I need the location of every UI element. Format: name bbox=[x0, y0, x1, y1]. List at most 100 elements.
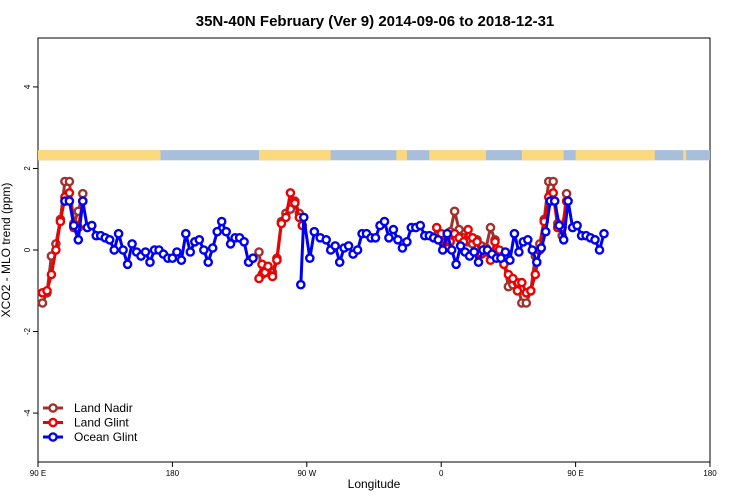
data-point bbox=[512, 285, 523, 296]
axes: 90 E 180 90 W 0 90 E 180 -4 -2 0 2 4 bbox=[23, 84, 717, 478]
data-point bbox=[64, 188, 75, 198]
x-tick-label: 180 bbox=[703, 469, 717, 478]
x-tick-label: 90 W bbox=[297, 469, 316, 478]
data-point bbox=[212, 226, 222, 237]
data-point bbox=[51, 245, 61, 255]
data-point bbox=[330, 241, 341, 251]
surface-band bbox=[38, 150, 710, 161]
data-point bbox=[509, 228, 520, 239]
data-point bbox=[263, 261, 273, 272]
data-point bbox=[500, 247, 511, 257]
data-point bbox=[463, 224, 473, 235]
data-point bbox=[254, 273, 264, 284]
land-band-segment bbox=[396, 150, 407, 161]
data-point bbox=[451, 259, 461, 270]
data-point bbox=[221, 226, 231, 237]
data-point bbox=[42, 285, 52, 296]
data-point bbox=[442, 228, 453, 239]
data-point bbox=[334, 257, 345, 268]
data-point bbox=[290, 198, 300, 208]
data-point bbox=[446, 245, 457, 255]
y-tick-label: 4 bbox=[23, 84, 32, 89]
data-point bbox=[55, 216, 66, 227]
data-point bbox=[370, 232, 381, 243]
land-band-segment bbox=[38, 150, 161, 161]
data-point bbox=[194, 234, 205, 245]
y-tick-label: 0 bbox=[23, 247, 32, 252]
data-point bbox=[540, 226, 551, 237]
data-point bbox=[532, 257, 542, 268]
data-point bbox=[473, 257, 484, 268]
data-point bbox=[216, 216, 227, 227]
data-point bbox=[304, 253, 315, 264]
data-point bbox=[505, 255, 515, 266]
data-point bbox=[572, 220, 582, 231]
x-axis-label: Longitude bbox=[348, 477, 401, 491]
data-point bbox=[272, 255, 282, 266]
data-point bbox=[449, 206, 460, 217]
y-tick-label: -2 bbox=[23, 327, 32, 335]
data-point bbox=[64, 196, 75, 206]
y-axis-label: XCO2 - MLO trend (ppm) bbox=[0, 183, 13, 318]
land-band-segment bbox=[429, 150, 486, 161]
data-point bbox=[379, 216, 390, 227]
data-point bbox=[415, 220, 426, 231]
data-point bbox=[281, 212, 291, 223]
data-point bbox=[176, 255, 187, 266]
data-point bbox=[127, 239, 137, 249]
legend-label: Ocean Glint bbox=[74, 430, 138, 444]
data-point bbox=[122, 259, 133, 270]
x-tick-label: 180 bbox=[166, 469, 180, 478]
data-point bbox=[87, 220, 97, 231]
data-point bbox=[309, 226, 320, 237]
data-point bbox=[109, 245, 119, 255]
data-point bbox=[185, 247, 196, 257]
data-point bbox=[599, 228, 609, 239]
data-point bbox=[508, 273, 518, 284]
data-point bbox=[514, 247, 524, 257]
data-point bbox=[46, 269, 57, 280]
land-band-segment bbox=[521, 150, 564, 161]
data-point bbox=[490, 236, 500, 247]
data-point bbox=[485, 222, 496, 233]
data-point bbox=[73, 234, 84, 245]
data-point bbox=[239, 236, 249, 247]
data-point bbox=[343, 241, 354, 251]
y-tick-label: -4 bbox=[23, 409, 32, 417]
data-point bbox=[78, 196, 88, 206]
land-band-segment bbox=[575, 150, 655, 161]
data-point bbox=[203, 257, 213, 268]
y-tick-label: 2 bbox=[23, 166, 32, 171]
data-point bbox=[207, 243, 218, 253]
legend-label: Land Nadir bbox=[74, 401, 133, 415]
data-point bbox=[69, 220, 79, 231]
data-point bbox=[521, 298, 532, 308]
legend-label: Land Glint bbox=[74, 416, 129, 430]
data-point bbox=[393, 234, 403, 245]
data-point bbox=[285, 188, 296, 198]
x-tick-label: 0 bbox=[439, 469, 444, 478]
data-point bbox=[384, 232, 394, 243]
data-point bbox=[523, 234, 533, 245]
data-point bbox=[167, 253, 178, 264]
series-land-glint bbox=[37, 188, 572, 298]
data-point bbox=[248, 253, 258, 264]
data-point bbox=[563, 196, 573, 206]
data-point bbox=[437, 245, 448, 255]
data-point bbox=[321, 234, 332, 245]
legend-swatch-marker bbox=[48, 432, 58, 442]
data-point bbox=[433, 234, 444, 245]
data-point bbox=[267, 271, 278, 282]
data-point bbox=[37, 298, 48, 308]
land-band-segment bbox=[683, 150, 687, 161]
data-point bbox=[172, 247, 182, 257]
data-point bbox=[397, 243, 408, 253]
x-tick-label: 90 E bbox=[567, 469, 583, 478]
data-point bbox=[298, 212, 309, 223]
data-point bbox=[590, 234, 600, 245]
data-point bbox=[254, 247, 264, 257]
data-point bbox=[402, 236, 412, 247]
data-point bbox=[558, 234, 569, 245]
data-point bbox=[526, 285, 536, 296]
